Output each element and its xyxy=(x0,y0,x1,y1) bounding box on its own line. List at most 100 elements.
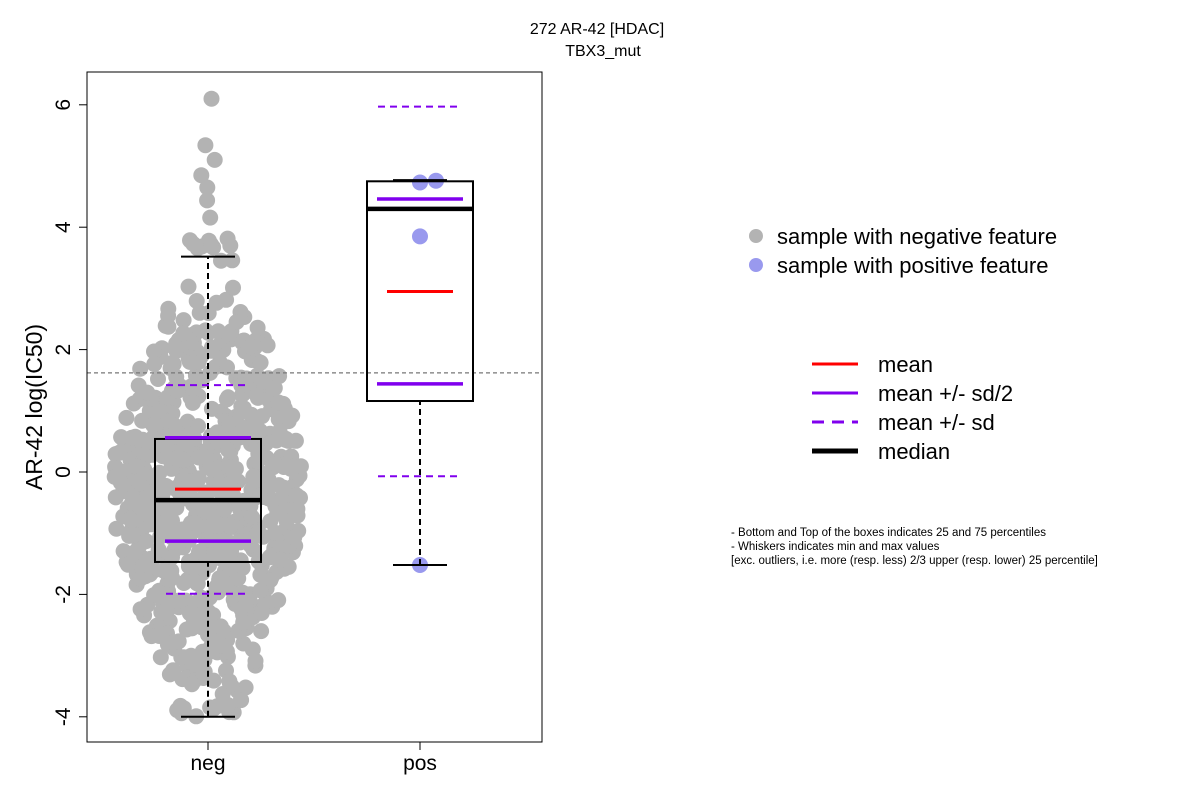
neg-sample-point xyxy=(220,455,237,472)
chart-title: 272 AR-42 [HDAC] xyxy=(530,21,664,38)
neg-sample-point xyxy=(132,360,149,377)
neg-sample-point xyxy=(174,521,191,538)
neg-sample-point xyxy=(292,458,309,475)
x-axis: neg pos xyxy=(190,742,437,775)
neg-sample-point xyxy=(151,628,168,644)
neg-sample-point xyxy=(219,359,235,376)
legend-point-label: sample with positive feature xyxy=(777,253,1048,278)
neg-sample-point xyxy=(178,621,195,638)
neg-sample-point xyxy=(155,562,172,579)
neg-sample-point xyxy=(247,652,264,669)
neg-sample-point xyxy=(180,278,197,295)
neg-sample-point xyxy=(214,686,231,702)
neg-sample-point xyxy=(199,192,216,209)
neg-sample-point xyxy=(203,236,219,253)
x-tick-label: pos xyxy=(403,752,437,775)
neg-sample-point xyxy=(220,441,236,458)
neg-sample-point xyxy=(275,459,292,475)
neg-sample-point xyxy=(210,323,227,340)
note-line: - Whiskers indicates min and max values xyxy=(731,541,940,553)
neg-sample-point xyxy=(158,501,175,517)
legend-line-label: mean +/- sd xyxy=(878,410,995,435)
neg-sample-point xyxy=(232,692,249,709)
neg-sample-point xyxy=(146,356,163,373)
neg-sample-point xyxy=(206,151,223,168)
neg-sample-point xyxy=(168,450,185,467)
neg-sample-point xyxy=(288,487,305,504)
box-iqr xyxy=(366,180,474,403)
neg-sample-point xyxy=(221,415,238,432)
neg-sample-point xyxy=(266,380,283,396)
neg-sample-point xyxy=(194,643,211,660)
neg-sample-point xyxy=(132,570,149,587)
y-tick-label: -2 xyxy=(52,585,75,604)
legend-point-label: sample with negative feature xyxy=(777,224,1057,249)
neg-sample-point xyxy=(164,354,181,371)
neg-sample-point xyxy=(228,314,245,330)
neg-sample-point xyxy=(249,367,266,384)
neg-sample-point xyxy=(270,477,287,494)
neg-sample-point xyxy=(203,90,220,107)
neg-sample-point xyxy=(152,649,169,666)
neg-sample-point xyxy=(221,673,238,690)
neg-sample-point xyxy=(225,536,242,553)
neg-sample-point xyxy=(181,605,198,622)
x-tick-label: neg xyxy=(190,752,225,775)
neg-sample-point xyxy=(216,515,233,532)
neg-sample-point xyxy=(190,656,206,673)
neg-sample-point xyxy=(203,427,219,444)
neg-sample-point xyxy=(115,543,132,560)
y-axis: -4 -2 0 2 4 6 xyxy=(52,99,88,726)
neg-sample-point xyxy=(107,489,124,506)
neg-sample-point xyxy=(253,605,270,621)
neg-sample-point xyxy=(243,508,260,525)
neg-sample-point xyxy=(202,518,219,535)
stats-layer xyxy=(87,105,542,718)
neg-sample-point xyxy=(158,478,175,494)
neg-sample-point xyxy=(175,312,192,329)
neg-sample-point xyxy=(280,432,297,449)
neg-sample-point xyxy=(204,461,221,478)
neg-sample-point xyxy=(270,592,287,609)
neg-sample-point xyxy=(130,473,147,490)
neg-sample-point xyxy=(225,279,241,296)
neg-sample-point xyxy=(175,325,192,342)
neg-sample-point xyxy=(270,394,287,411)
neg-sample-point xyxy=(237,596,254,613)
neg-sample-point xyxy=(204,339,220,356)
y-tick-label: 0 xyxy=(52,466,75,478)
neg-sample-point xyxy=(254,408,271,425)
neg-sample-point xyxy=(139,384,156,401)
neg-sample-point xyxy=(193,589,209,606)
neg-sample-point xyxy=(252,354,269,371)
neg-sample-point xyxy=(252,582,269,599)
neg-sample-point xyxy=(216,501,233,518)
neg-sample-point xyxy=(175,575,192,591)
notes: - Bottom and Top of the boxes indicates … xyxy=(731,527,1098,567)
y-axis-label: AR-42 log(IC50) xyxy=(21,324,47,490)
legend-line-label: mean +/- sd/2 xyxy=(878,381,1013,406)
neg-sample-point xyxy=(242,338,259,355)
neg-sample-point xyxy=(272,551,289,568)
neg-sample-point xyxy=(139,486,156,503)
pos-sample-point xyxy=(412,228,428,245)
neg-sample-point xyxy=(175,700,192,717)
legend-line-label: median xyxy=(878,439,950,464)
y-tick-label: -4 xyxy=(52,707,75,726)
y-tick-label: 2 xyxy=(52,344,75,356)
neg-sample-point xyxy=(195,501,212,518)
neg-sample-point xyxy=(218,575,235,592)
neg-sample-point xyxy=(259,337,276,354)
neg-sample-point xyxy=(210,547,227,564)
neg-sample-point xyxy=(127,428,144,445)
neg-sample-point xyxy=(235,400,252,417)
neg-sample-point xyxy=(160,300,177,317)
points-layer xyxy=(106,90,444,725)
neg-sample-point xyxy=(184,394,201,411)
neg-sample-point xyxy=(165,634,182,651)
neg-sample-point xyxy=(228,556,245,573)
neg-sample-point xyxy=(128,458,145,475)
neg-sample-point xyxy=(235,635,252,652)
neg-sample-point xyxy=(138,533,155,550)
neg-sample-point xyxy=(193,167,210,184)
